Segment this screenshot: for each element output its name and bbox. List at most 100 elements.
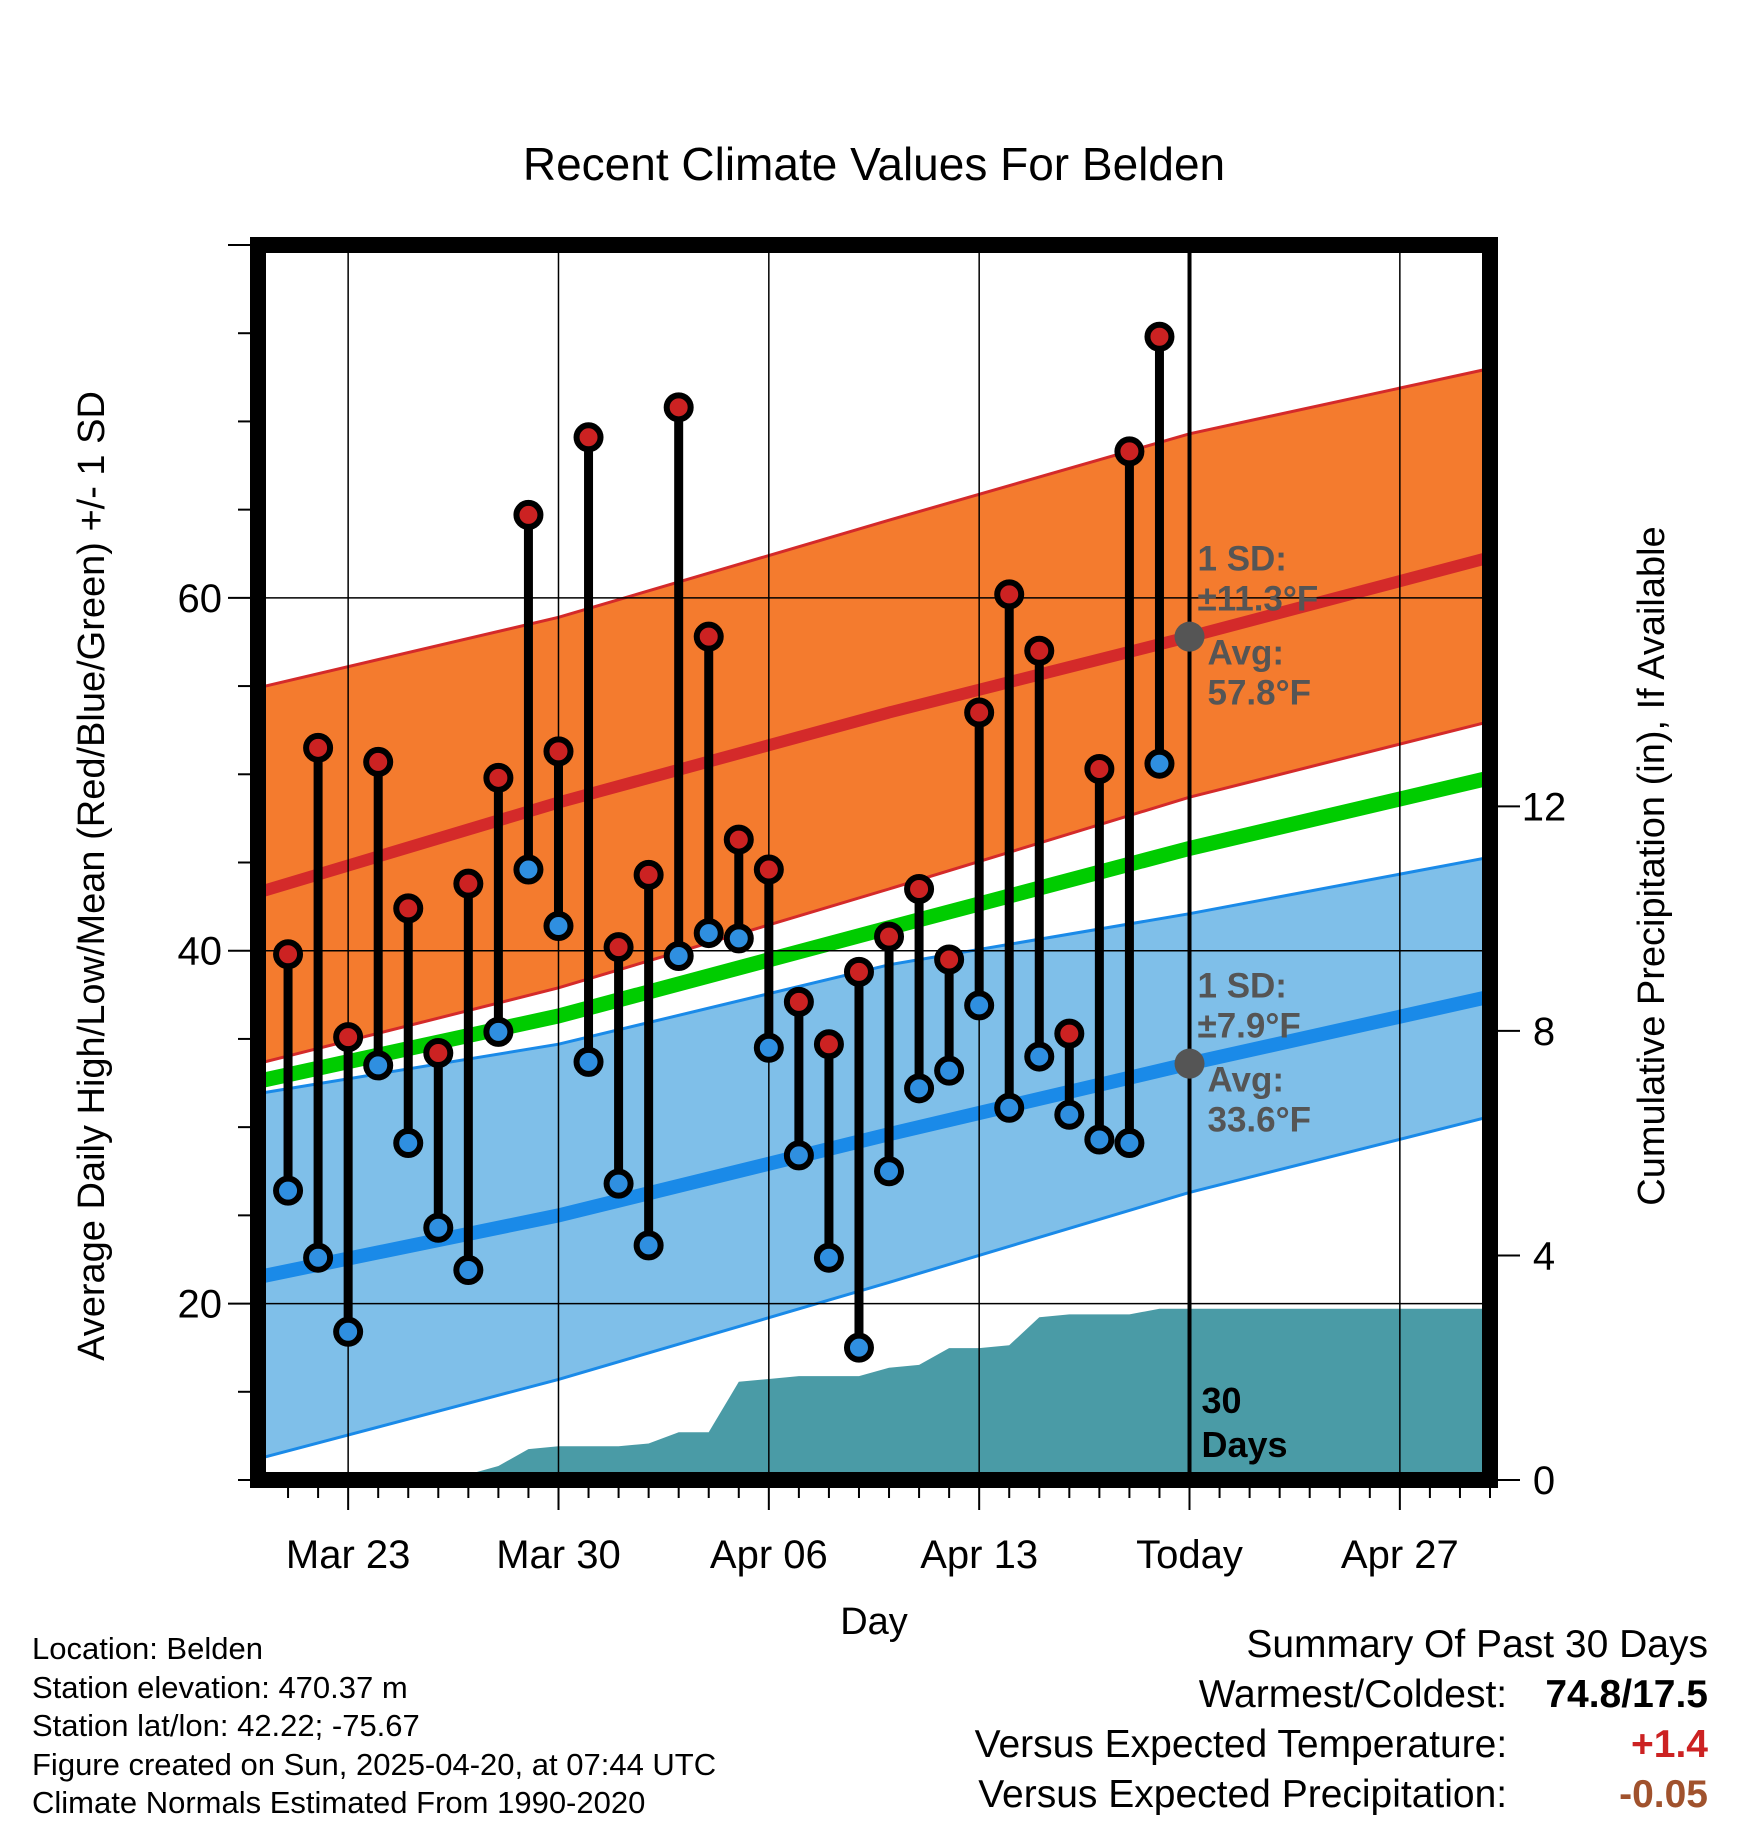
daily-high-point <box>543 736 574 767</box>
daily-low-point <box>663 941 694 972</box>
daily-low-point <box>1084 1124 1115 1155</box>
daily-low-point <box>874 1156 905 1187</box>
daily-low-point <box>543 911 574 942</box>
daily-high-point <box>1114 436 1145 467</box>
elevation-text: Station elevation: 470.37 m <box>32 1669 408 1705</box>
y2-tick-label: 12 <box>1522 785 1567 829</box>
latlon-text: Station lat/lon: 42.22; -75.67 <box>32 1708 420 1743</box>
temp-label: Versus Expected Temperature: <box>974 1723 1508 1766</box>
daily-high-point <box>273 939 304 970</box>
daily-high-point <box>303 732 334 763</box>
normal-annotation-text: ±7.9°F <box>1198 1007 1301 1046</box>
today-window-label: Days <box>1202 1424 1288 1465</box>
daily-low-point <box>1144 748 1175 779</box>
temp-row: Versus Expected Temperature: +1.4 <box>975 1720 1708 1770</box>
daily-high-point <box>874 921 905 952</box>
x-tick-label: Mar 23 <box>286 1533 411 1577</box>
normal-annotation-text: 33.6°F <box>1208 1101 1312 1140</box>
daily-low-point <box>423 1212 454 1243</box>
created-text: Figure created on Sun, 2025-04-20, at 07… <box>32 1746 717 1782</box>
daily-low-point <box>1114 1128 1145 1159</box>
normal-annotation-text: 57.8°F <box>1208 674 1312 713</box>
x-tick-label: Today <box>1136 1533 1243 1577</box>
daily-low-point <box>1054 1099 1085 1130</box>
normal-high-line <box>256 551 1492 899</box>
daily-low-point <box>483 1016 514 1047</box>
normal-annotation-text: ±11.3°F <box>1198 580 1319 619</box>
y2-axis-label: Cumulative Precipitation (in), If Availa… <box>1631 526 1673 1205</box>
normals-text: Climate Normals Estimated From 1990-2020 <box>32 1785 646 1820</box>
daily-low-point <box>333 1316 364 1347</box>
x-tick-label: Apr 27 <box>1341 1533 1459 1577</box>
daily-high-point <box>633 859 664 890</box>
low-sd-band-lower-edge <box>257 1115 1491 1461</box>
x-tick-label: Apr 13 <box>920 1533 1038 1577</box>
y2-tick-label: 4 <box>1533 1234 1555 1278</box>
daily-high-point <box>393 893 424 924</box>
daily-high-point <box>573 422 604 453</box>
y2-tick-label: 8 <box>1533 1010 1555 1054</box>
daily-low-point <box>633 1230 664 1261</box>
summary-title: Summary Of Past 30 Days <box>1246 1623 1708 1666</box>
daily-high-point <box>423 1038 454 1069</box>
daily-high-point <box>813 1029 844 1060</box>
daily-low-point <box>723 923 754 954</box>
y-tick-label: 60 <box>178 577 223 621</box>
daily-low-point <box>363 1050 394 1081</box>
daily-high-point <box>603 932 634 963</box>
daily-high-point <box>453 868 484 899</box>
daily-high-point <box>1054 1018 1085 1049</box>
daily-high-point <box>333 1022 364 1053</box>
precip-area <box>258 1308 1490 1480</box>
precip-label: Versus Expected Precipitation: <box>978 1773 1508 1816</box>
high-sd-band-lower-edge <box>257 719 1491 1066</box>
daily-high-point <box>934 944 965 975</box>
low-sd-band <box>258 857 1490 1459</box>
station-info: Location: Belden Station elevation: 470.… <box>32 1630 716 1823</box>
warm-cold-row: Warmest/Coldest: 74.8/17.5 <box>975 1670 1708 1720</box>
normal-avg-marker <box>1174 621 1205 652</box>
daily-low-point <box>513 854 544 885</box>
precip-value: -0.05 <box>1619 1773 1708 1816</box>
x-tick-label: Mar 30 <box>496 1533 621 1577</box>
daily-high-point <box>663 392 694 423</box>
summary-panel: Summary Of Past 30 Days Warmest/Coldest:… <box>975 1620 1708 1820</box>
x-axis-label: Day <box>840 1601 908 1643</box>
y-axis-label: Average Daily High/Low/Mean (Red/Blue/Gr… <box>71 391 113 1361</box>
warm-cold-label: Warmest/Coldest: <box>1198 1673 1508 1716</box>
normal-annotation-text: Avg: <box>1208 1061 1284 1100</box>
daily-high-point <box>1024 635 1055 666</box>
high-sd-band-upper-edge <box>257 367 1491 690</box>
warm-cold-value: 74.8/17.5 <box>1545 1673 1708 1716</box>
daily-high-point <box>483 762 514 793</box>
daily-low-point <box>964 990 995 1021</box>
daily-low-point <box>693 918 724 949</box>
today-window-label: 30 <box>1202 1380 1242 1421</box>
precip-row: Versus Expected Precipitation: -0.05 <box>975 1770 1708 1820</box>
daily-high-point <box>904 873 935 904</box>
daily-high-point <box>753 854 784 885</box>
normal-avg-marker <box>1174 1048 1205 1079</box>
plot-frame <box>250 237 1498 1488</box>
temp-value: +1.4 <box>1631 1723 1708 1766</box>
normal-annotation-text: 1 SD: <box>1198 967 1287 1006</box>
daily-low-point <box>934 1055 965 1086</box>
daily-low-point <box>753 1032 784 1063</box>
chart-title: Recent Climate Values For Belden <box>523 138 1225 190</box>
daily-high-point <box>843 956 874 987</box>
daily-high-point <box>1084 753 1115 784</box>
x-tick-label: Apr 06 <box>710 1533 828 1577</box>
daily-low-point <box>994 1092 1025 1123</box>
daily-low-point <box>783 1140 814 1171</box>
daily-low-point <box>573 1046 604 1077</box>
daily-low-point <box>843 1332 874 1363</box>
daily-low-point <box>273 1175 304 1206</box>
daily-high-point <box>513 499 544 530</box>
daily-low-point <box>813 1242 844 1273</box>
daily-high-point <box>363 746 394 777</box>
daily-high-point <box>693 621 724 652</box>
y-tick-label: 20 <box>178 1283 223 1327</box>
y-tick-label: 40 <box>178 930 223 974</box>
